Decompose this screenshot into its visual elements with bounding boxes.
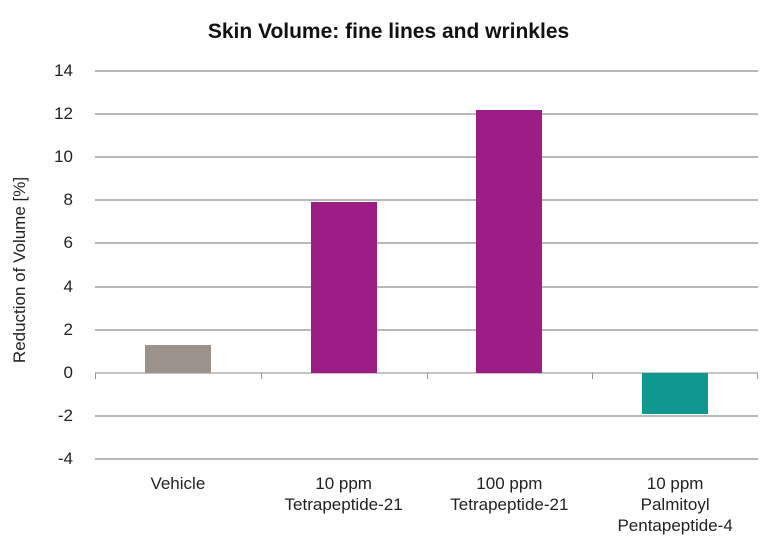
x-tick-label-line: 10 ppm — [646, 474, 704, 493]
y-tick-label: 2 — [63, 319, 73, 339]
gridline — [95, 242, 758, 245]
gridline — [95, 458, 758, 460]
y-tick-label: 0 — [63, 362, 73, 382]
y-tick-label: 6 — [63, 233, 73, 253]
bar — [476, 109, 543, 373]
x-tick-label-line: Pentapeptide-4 — [617, 516, 733, 535]
x-tick-mark — [757, 372, 758, 379]
x-tick-label-line: Vehicle — [150, 474, 206, 493]
x-tick-label-line: Tetrapeptide-21 — [284, 495, 403, 514]
y-tick-label: 12 — [54, 104, 73, 124]
x-tick-mark — [592, 372, 594, 379]
gridline — [95, 70, 758, 72]
gridline — [95, 113, 758, 116]
x-tick-label-line: 10 ppm — [315, 474, 372, 493]
x-tick-label: 10 ppm Palmitoyl Pentapeptide-4 — [585, 473, 765, 536]
x-tick-label-line: 100 ppm — [476, 474, 543, 493]
x-tick-label: 10 ppm Tetrapeptide-21 — [254, 473, 434, 515]
bar — [144, 344, 211, 373]
bar — [310, 202, 377, 373]
y-tick-label: 4 — [63, 276, 73, 296]
x-tick-mark — [260, 372, 262, 379]
bar — [642, 372, 709, 414]
x-tick-mark — [426, 372, 428, 379]
gridline — [95, 285, 758, 288]
x-tick-label: Vehicle — [88, 473, 268, 494]
y-axis-label: Reduction of Volume [%] — [10, 176, 29, 364]
x-tick-mark — [95, 372, 96, 379]
gridline — [95, 199, 758, 202]
y-tick-label: -2 — [57, 405, 73, 425]
y-tick-label: 14 — [54, 61, 73, 80]
y-tick-label: 8 — [63, 190, 73, 210]
x-tick-label-line: Palmitoyl — [640, 495, 710, 514]
y-tick-label: -4 — [57, 449, 73, 468]
y-tick-label: 10 — [54, 147, 73, 167]
chart-title: Skin Volume: fine lines and wrinkles — [207, 20, 570, 43]
plot-area: 14 12 10 8 6 4 2 0 -2 -4 Vehicle 10 ppm Tetrapeptide… — [54, 0, 758, 552]
gridline — [95, 156, 758, 159]
x-tick-label-line: Tetrapeptide-21 — [450, 495, 569, 514]
gridline — [95, 414, 758, 417]
x-tick-label: 100 ppm Tetrapeptide-21 — [419, 473, 599, 515]
gridline — [95, 328, 758, 331]
